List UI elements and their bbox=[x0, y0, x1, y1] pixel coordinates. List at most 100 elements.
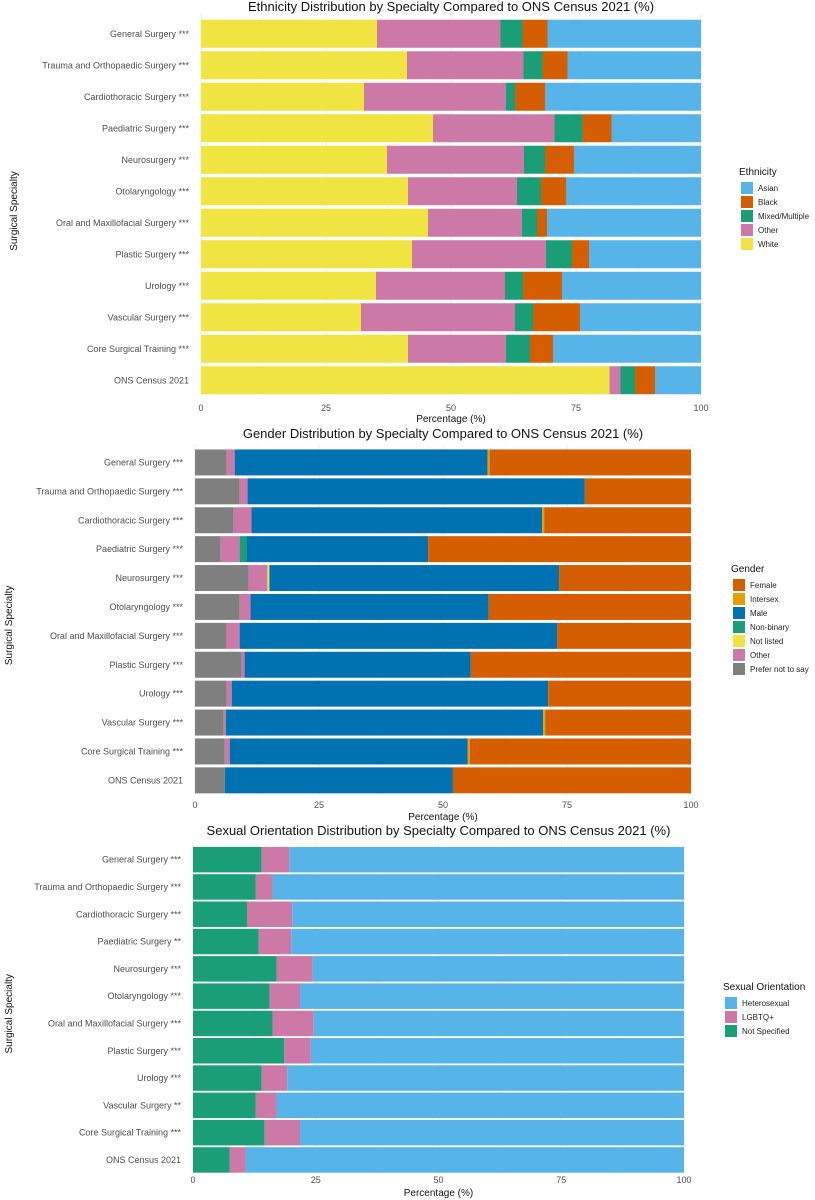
bar-segment-intersex bbox=[543, 709, 546, 736]
category-label: Urology *** bbox=[137, 1073, 182, 1083]
bar-segment-male bbox=[251, 507, 543, 534]
bar-segment-other bbox=[361, 303, 515, 332]
bar-segment-black bbox=[635, 366, 655, 395]
y-axis-title: Surgical Specialty bbox=[9, 171, 20, 250]
bar-segment-other bbox=[364, 82, 506, 111]
legend-title: Sexual Orientation bbox=[723, 982, 805, 993]
bar-segment-lgbtq bbox=[255, 1092, 277, 1119]
category-label: ONS Census 2021 bbox=[114, 375, 189, 385]
bar-segment-white bbox=[201, 240, 412, 269]
bar-segment-white bbox=[201, 303, 361, 332]
bar-segment-female bbox=[545, 709, 691, 736]
category-label: Otolaryngology *** bbox=[115, 186, 189, 196]
category-label: Plastic Surgery *** bbox=[115, 249, 189, 259]
bar-segment-not-specified bbox=[193, 928, 259, 955]
x-tick-label: 25 bbox=[311, 1175, 321, 1185]
bar-segment-female bbox=[548, 680, 691, 707]
category-label: Urology *** bbox=[139, 689, 184, 699]
bar-segment-black bbox=[533, 303, 580, 332]
bar-segment-white bbox=[201, 19, 377, 48]
x-tick-label: 75 bbox=[562, 800, 572, 810]
bar-segment-mixed-multiple bbox=[517, 177, 541, 206]
bar-segment-female bbox=[584, 478, 691, 505]
bar-segment-white bbox=[201, 114, 433, 143]
bar-segment-mixed-multiple bbox=[522, 208, 537, 237]
legend-swatch-male bbox=[733, 607, 745, 619]
bar-segment-mixed-multiple bbox=[515, 303, 533, 332]
bar-segment-male bbox=[250, 593, 489, 620]
bar-segment-lgbtq bbox=[261, 846, 290, 873]
category-label: Paediatric Surgery *** bbox=[96, 544, 184, 554]
bar-segment-other bbox=[433, 114, 555, 143]
bar-segment-white bbox=[201, 177, 408, 206]
bar-segment-male bbox=[247, 478, 585, 505]
bar-segment-lgbtq bbox=[229, 1147, 246, 1173]
category-label: Trauma and Orthopaedic Surgery *** bbox=[34, 882, 181, 892]
legend-swatch-not-specified bbox=[725, 1025, 737, 1037]
category-label: Plastic Surgery *** bbox=[109, 660, 183, 670]
bar-segment-asian bbox=[553, 334, 701, 363]
x-axis-title: Percentage (%) bbox=[408, 812, 477, 823]
category-label: Neurosurgery *** bbox=[113, 964, 181, 974]
bar-segment-other bbox=[239, 593, 251, 620]
category-label: Paediatric Surgery *** bbox=[102, 123, 190, 133]
bar-segment-asian bbox=[545, 82, 701, 111]
legend-title: Gender bbox=[731, 564, 765, 575]
bar-segment-mixed-multiple bbox=[546, 240, 572, 269]
category-label: Cardiothoracic Surgery *** bbox=[78, 515, 184, 525]
bar-segment-lgbtq bbox=[272, 1010, 314, 1037]
bar-segment-female bbox=[557, 622, 691, 649]
bar-segment-prefer-not-to-say bbox=[195, 478, 240, 505]
bar-segment-asian bbox=[567, 51, 701, 80]
bar-segment-prefer-not-to-say bbox=[195, 507, 234, 534]
bar-segment-lgbtq bbox=[258, 928, 292, 955]
bar-segment-not-specified bbox=[193, 874, 256, 900]
category-label: Cardiothoracic Surgery *** bbox=[84, 92, 190, 102]
category-label: Cardiothoracic Surgery *** bbox=[76, 909, 182, 919]
bar-segment-female bbox=[469, 738, 691, 765]
bar-segment-prefer-not-to-say bbox=[195, 449, 227, 476]
bar-segment-lgbtq bbox=[247, 901, 293, 927]
category-label: Core Surgical Training *** bbox=[79, 1128, 182, 1138]
chart-panel-1: Ethnicity Distribution by Specialty Comp… bbox=[9, 0, 810, 425]
bar-segment-asian bbox=[589, 240, 701, 269]
legend-swatch-black bbox=[741, 196, 753, 208]
bar-segment-heterosexual bbox=[313, 1010, 684, 1037]
bar-segment-black bbox=[582, 114, 612, 143]
bar-segment-male bbox=[269, 565, 560, 592]
bar-segment-lgbtq bbox=[269, 983, 301, 1009]
bar-segment-lgbtq bbox=[261, 1065, 288, 1091]
x-axis-title: Percentage (%) bbox=[404, 1188, 473, 1199]
bar-segment-heterosexual bbox=[276, 1092, 684, 1119]
bar-segment-other bbox=[408, 334, 506, 363]
category-label: General Surgery *** bbox=[102, 855, 182, 865]
bar-segment-black bbox=[530, 334, 553, 363]
bar-segment-black bbox=[523, 271, 562, 300]
legend-label: LGBTQ+ bbox=[742, 1013, 774, 1022]
bar-segment-asian bbox=[655, 366, 701, 395]
bar-segment-other bbox=[428, 208, 522, 237]
bar-segment-heterosexual bbox=[272, 874, 684, 900]
legend-label: Heterosexual bbox=[742, 999, 789, 1008]
bar-segment-black bbox=[515, 82, 545, 111]
legend-label: Other bbox=[758, 226, 778, 235]
bar-segment-female bbox=[470, 651, 691, 678]
bar-segment-lgbtq bbox=[255, 874, 273, 900]
bar-segment-other bbox=[241, 651, 245, 678]
bar-segment-other bbox=[226, 449, 235, 476]
bar-segment-male bbox=[244, 651, 471, 678]
bar-segment-female bbox=[452, 767, 691, 794]
bar-segment-non-binary bbox=[239, 536, 247, 563]
x-tick-label: 50 bbox=[446, 403, 456, 413]
legend-label: Non-binary bbox=[750, 623, 789, 632]
bar-segment-not-specified bbox=[193, 983, 270, 1009]
bar-segment-male bbox=[246, 536, 429, 563]
bar-segment-not-specified bbox=[193, 846, 262, 873]
category-label: Vascular Surgery *** bbox=[108, 312, 190, 322]
category-label: Core Surgical Training *** bbox=[81, 746, 184, 756]
bar-segment-mixed-multiple bbox=[554, 114, 583, 143]
bar-segment-white bbox=[201, 51, 407, 80]
bar-segment-white bbox=[201, 82, 364, 111]
